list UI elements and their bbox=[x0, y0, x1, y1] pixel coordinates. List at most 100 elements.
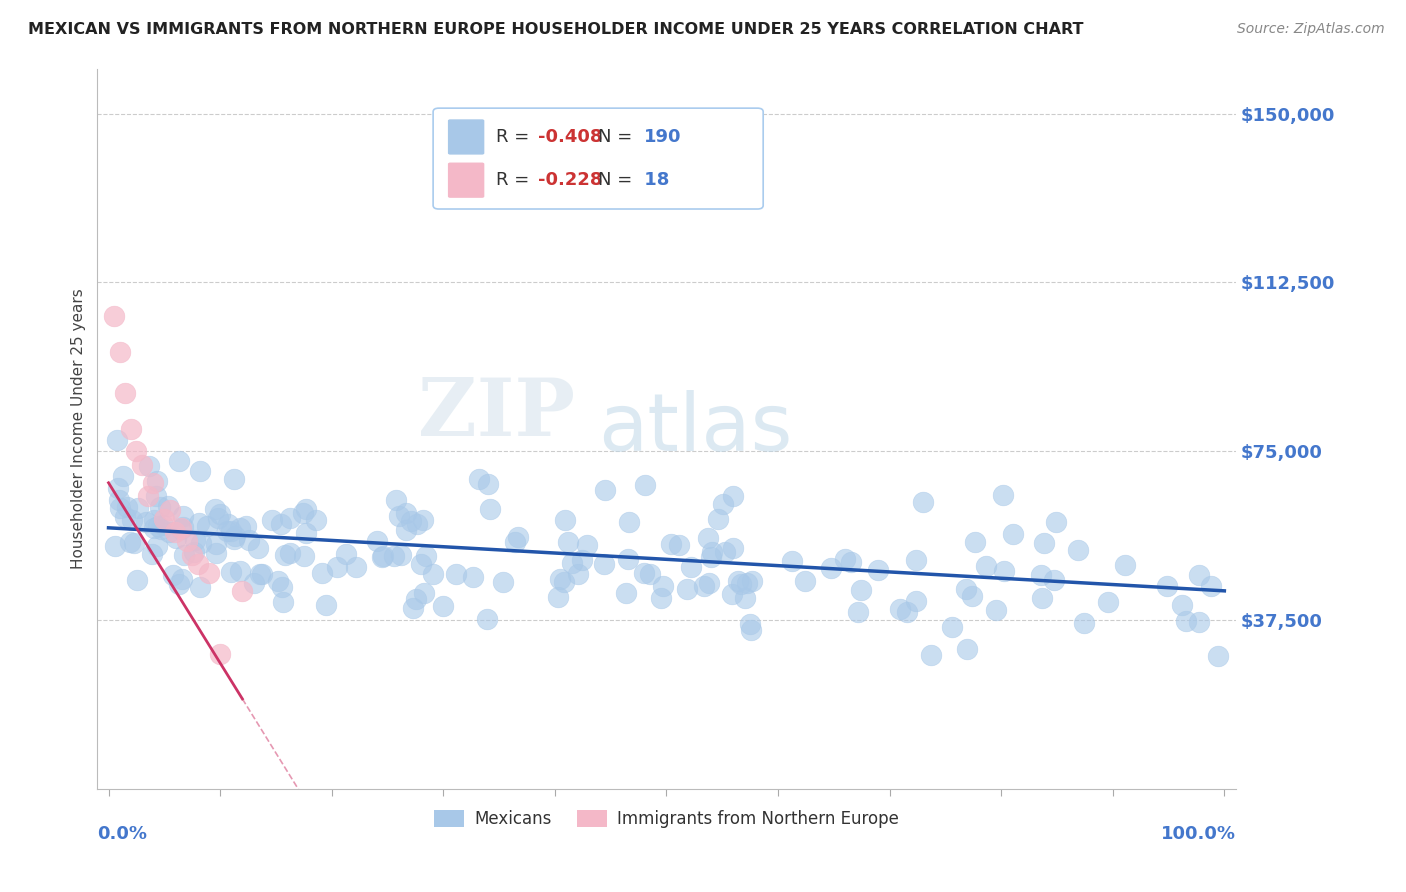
Point bbox=[228, 564, 250, 578]
Point bbox=[571, 553, 593, 567]
Point bbox=[295, 502, 318, 516]
Point bbox=[593, 483, 616, 497]
Point bbox=[229, 521, 252, 535]
Point bbox=[181, 548, 204, 562]
Point bbox=[184, 533, 207, 547]
Point bbox=[167, 454, 190, 468]
Text: atlas: atlas bbox=[598, 390, 793, 467]
Point bbox=[960, 589, 983, 603]
Point bbox=[446, 567, 468, 582]
Point bbox=[834, 552, 856, 566]
Point bbox=[1171, 598, 1194, 612]
Point bbox=[395, 523, 418, 537]
Point bbox=[696, 531, 718, 545]
Point bbox=[721, 587, 744, 601]
Point bbox=[209, 647, 232, 661]
Point bbox=[505, 534, 527, 549]
Point bbox=[149, 500, 172, 514]
Point bbox=[738, 617, 761, 632]
Point bbox=[172, 572, 194, 586]
Point bbox=[142, 521, 165, 535]
Text: R =: R = bbox=[496, 171, 534, 189]
Point bbox=[955, 582, 977, 596]
Point bbox=[711, 497, 734, 511]
Point bbox=[956, 641, 979, 656]
Point bbox=[700, 549, 723, 564]
Point bbox=[692, 579, 714, 593]
Point bbox=[567, 567, 589, 582]
Point bbox=[249, 567, 271, 582]
Point bbox=[382, 549, 405, 563]
Text: -0.408: -0.408 bbox=[538, 128, 602, 146]
Point bbox=[554, 513, 576, 527]
Point bbox=[547, 590, 569, 604]
Point bbox=[205, 546, 228, 560]
Point bbox=[395, 506, 418, 520]
Point bbox=[120, 422, 142, 436]
Point bbox=[156, 500, 179, 514]
Point bbox=[905, 553, 928, 567]
Point bbox=[492, 574, 515, 589]
Point bbox=[780, 554, 803, 568]
Point bbox=[668, 538, 690, 552]
Point bbox=[730, 577, 752, 591]
Point bbox=[315, 598, 337, 612]
Point bbox=[172, 520, 194, 534]
Point bbox=[141, 547, 163, 561]
Point bbox=[740, 624, 762, 638]
Point bbox=[170, 521, 193, 535]
Point bbox=[576, 538, 599, 552]
Point bbox=[616, 551, 638, 566]
Point bbox=[135, 516, 157, 530]
Text: 190: 190 bbox=[644, 128, 681, 146]
FancyBboxPatch shape bbox=[433, 108, 763, 209]
Point bbox=[477, 476, 499, 491]
Point bbox=[146, 540, 169, 554]
Point bbox=[468, 472, 491, 486]
Point bbox=[136, 489, 159, 503]
Point bbox=[1043, 573, 1066, 587]
Point bbox=[149, 522, 172, 536]
Point bbox=[238, 533, 260, 548]
Point bbox=[143, 513, 166, 527]
Point bbox=[734, 591, 756, 606]
Point bbox=[650, 591, 672, 606]
Point bbox=[727, 574, 749, 588]
Point bbox=[215, 524, 238, 538]
Point bbox=[146, 474, 169, 488]
Point bbox=[1199, 579, 1222, 593]
Point bbox=[794, 574, 817, 588]
Point bbox=[219, 565, 242, 579]
Point bbox=[165, 531, 187, 545]
Point bbox=[278, 546, 301, 560]
Point bbox=[270, 517, 292, 532]
Point bbox=[107, 482, 129, 496]
Point bbox=[384, 492, 406, 507]
Point bbox=[713, 545, 735, 559]
Point bbox=[561, 556, 583, 570]
Point bbox=[125, 573, 148, 587]
Point bbox=[311, 566, 333, 580]
Point bbox=[183, 545, 205, 559]
Point bbox=[413, 586, 436, 600]
Point bbox=[406, 516, 429, 531]
Point bbox=[205, 537, 228, 551]
Point bbox=[920, 648, 942, 662]
Point bbox=[415, 549, 437, 564]
Point bbox=[172, 509, 194, 524]
Point bbox=[911, 495, 934, 509]
Point bbox=[165, 525, 187, 540]
Point bbox=[820, 561, 842, 575]
Point bbox=[112, 469, 135, 483]
Point bbox=[198, 566, 221, 580]
Text: 0.0%: 0.0% bbox=[97, 825, 148, 843]
Point bbox=[103, 309, 125, 323]
Point bbox=[146, 519, 169, 533]
Point bbox=[707, 512, 730, 526]
Point bbox=[138, 458, 160, 473]
Point bbox=[697, 575, 720, 590]
Point bbox=[208, 507, 231, 521]
Point bbox=[188, 464, 211, 478]
Point bbox=[548, 572, 571, 586]
Point bbox=[188, 580, 211, 594]
